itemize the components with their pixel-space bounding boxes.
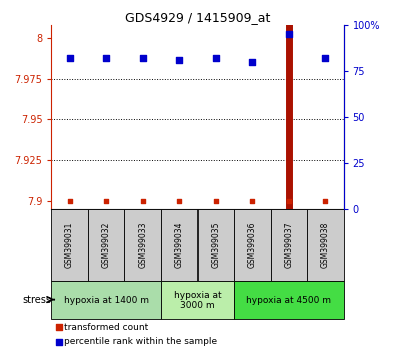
Point: [139, 55, 146, 61]
Point: [55, 339, 62, 344]
Text: hypoxia at
3000 m: hypoxia at 3000 m: [174, 291, 221, 310]
Bar: [88, 209, 124, 281]
Text: stress: stress: [23, 295, 51, 304]
Text: GSM399034: GSM399034: [175, 222, 184, 268]
Bar: [307, 209, 344, 281]
Bar: [161, 209, 198, 281]
Point: [249, 198, 256, 204]
Point: [55, 324, 62, 330]
Point: [66, 55, 73, 61]
Title: GDS4929 / 1415909_at: GDS4929 / 1415909_at: [125, 11, 270, 24]
Point: [213, 55, 219, 61]
Text: GSM399033: GSM399033: [138, 222, 147, 268]
Point: [286, 31, 292, 37]
Point: [103, 55, 109, 61]
Bar: [124, 209, 161, 281]
Point: [286, 198, 292, 204]
Text: GSM399035: GSM399035: [211, 222, 220, 268]
Bar: [198, 209, 234, 281]
Bar: [271, 209, 307, 281]
Text: hypoxia at 4500 m: hypoxia at 4500 m: [246, 296, 331, 305]
Point: [176, 57, 182, 63]
Bar: [234, 209, 271, 281]
Bar: [161, 281, 234, 319]
Text: transformed count: transformed count: [64, 323, 149, 332]
Bar: [51, 209, 88, 281]
Bar: [234, 281, 344, 319]
Text: hypoxia at 1400 m: hypoxia at 1400 m: [64, 296, 149, 305]
Text: GSM399037: GSM399037: [284, 222, 293, 268]
Point: [176, 198, 182, 204]
Text: GSM399031: GSM399031: [65, 222, 74, 268]
Text: GSM399032: GSM399032: [102, 222, 111, 268]
Text: percentile rank within the sample: percentile rank within the sample: [64, 337, 217, 346]
Point: [139, 198, 146, 204]
Point: [213, 198, 219, 204]
Point: [103, 198, 109, 204]
Bar: [51, 281, 161, 319]
Point: [322, 55, 329, 61]
Point: [249, 59, 256, 64]
Text: GSM399038: GSM399038: [321, 222, 330, 268]
Point: [66, 198, 73, 204]
Text: GSM399036: GSM399036: [248, 222, 257, 268]
Point: [322, 198, 329, 204]
